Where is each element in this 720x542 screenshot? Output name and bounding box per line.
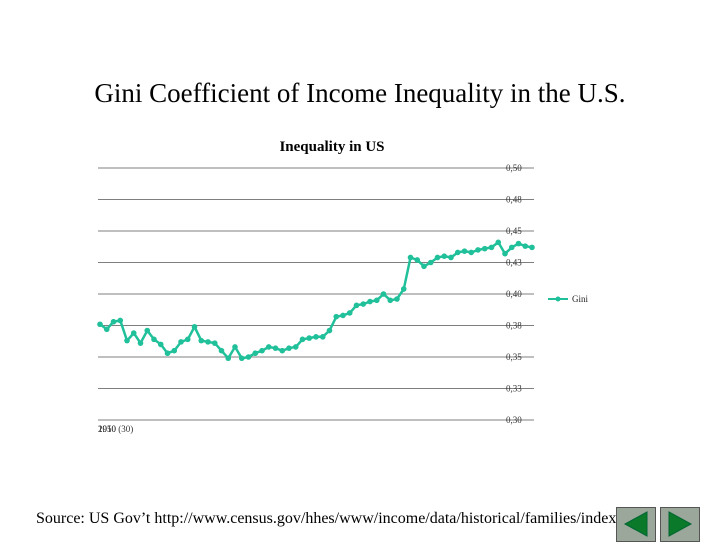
- data-point: [178, 339, 184, 345]
- y-tick-label: 0,33: [506, 384, 522, 394]
- data-point: [522, 243, 529, 249]
- y-tick-label: 0,45: [506, 226, 522, 236]
- data-point: [124, 337, 130, 344]
- data-point: [502, 250, 508, 257]
- data-point: [313, 334, 319, 340]
- legend: Gini: [548, 294, 589, 304]
- data-point: [259, 347, 265, 354]
- data-point: [292, 344, 299, 350]
- data-point: [427, 259, 434, 266]
- y-tick-label: 0,40: [506, 289, 522, 299]
- data-point: [515, 240, 522, 247]
- next-arrow-icon: [668, 511, 693, 537]
- data-point: [144, 327, 151, 334]
- x-axis-labels: 2010 (30) 1950: [98, 424, 133, 434]
- data-point: [184, 336, 191, 343]
- data-point: [151, 336, 157, 343]
- data-point: [211, 340, 218, 346]
- data-point: [137, 340, 144, 346]
- x-tick-label-overlap: 1950: [98, 424, 117, 434]
- data-point: [367, 298, 373, 305]
- data-point: [110, 318, 117, 325]
- data-point: [218, 347, 225, 354]
- data-point: [461, 248, 468, 254]
- y-tick-label: 0,50: [506, 163, 522, 173]
- series-line-gini: [99, 240, 533, 361]
- y-tick-label: 0,30: [506, 415, 522, 425]
- y-tick-label: 0,35: [506, 352, 522, 362]
- data-point: [333, 313, 340, 320]
- data-point: [448, 254, 454, 261]
- data-point: [454, 249, 461, 256]
- data-point: [475, 247, 481, 253]
- data-point: [286, 345, 292, 351]
- data-point: [353, 302, 360, 309]
- data-point: [468, 249, 475, 256]
- y-tick-label: 0,48: [506, 195, 522, 205]
- y-axis-labels: 0,50 0,48 0,45 0,43 0,40 0,38 0,35 0,33 0,30: [506, 163, 522, 425]
- data-point: [340, 312, 346, 319]
- data-point: [495, 239, 502, 246]
- data-point: [407, 254, 414, 261]
- data-point: [245, 354, 252, 360]
- data-point: [238, 355, 245, 362]
- data-point: [441, 253, 448, 259]
- data-point: [400, 286, 407, 292]
- data-point: [373, 297, 380, 304]
- data-point: [205, 339, 211, 345]
- data-point: [306, 335, 313, 341]
- data-point: [380, 291, 387, 297]
- previous-slide-button[interactable]: [616, 507, 656, 542]
- data-point: [508, 244, 515, 251]
- y-tick-label: 0,43: [506, 258, 522, 268]
- data-point: [171, 347, 178, 354]
- data-point: [394, 296, 400, 302]
- y-tick-label: 0,38: [506, 321, 522, 331]
- data-point: [157, 341, 164, 348]
- data-point: [117, 317, 124, 324]
- data-point: [387, 297, 394, 304]
- grid: [98, 167, 534, 421]
- data-point: [191, 323, 198, 330]
- data-point: [529, 244, 535, 251]
- series-gini: [97, 239, 535, 362]
- data-point: [326, 327, 333, 334]
- slide-title: Gini Coefficient of Income Inequality in…: [94, 78, 626, 108]
- data-point: [272, 345, 279, 351]
- data-point: [164, 350, 171, 357]
- data-point: [130, 330, 137, 336]
- data-point: [103, 326, 110, 333]
- data-point: [265, 344, 272, 350]
- source-citation: Source: US Gov’t http://www.census.gov/h…: [36, 510, 646, 527]
- legend-label: Gini: [572, 294, 589, 304]
- data-point: [198, 337, 205, 344]
- data-point: [421, 263, 427, 270]
- data-point: [299, 336, 306, 343]
- x-tick-label: 2010 (30): [98, 424, 133, 434]
- chart-title: Inequality in US: [279, 139, 384, 155]
- data-point: [360, 301, 367, 307]
- data-point: [97, 321, 103, 328]
- previous-arrow-icon: [623, 511, 648, 537]
- data-point: [346, 310, 353, 316]
- data-point: [225, 355, 232, 362]
- data-point: [488, 244, 495, 251]
- data-point: [232, 344, 238, 350]
- data-point: [279, 347, 286, 354]
- data-point: [481, 245, 488, 252]
- legend-marker: [555, 296, 561, 302]
- data-point: [319, 334, 326, 340]
- data-point: [414, 257, 421, 263]
- data-point: [252, 350, 259, 357]
- next-slide-button[interactable]: [660, 507, 700, 542]
- data-point: [434, 254, 441, 261]
